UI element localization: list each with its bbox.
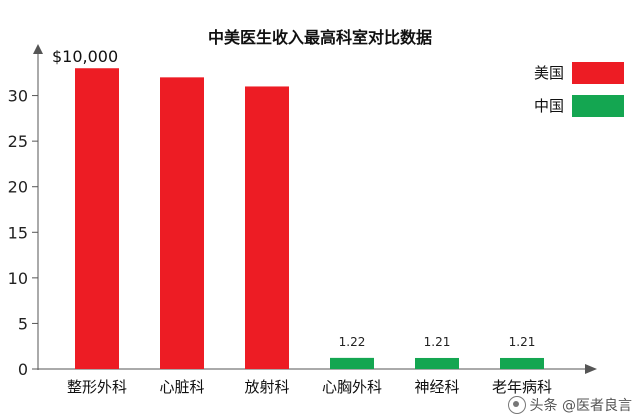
legend-swatch [572,62,624,84]
y-axis-arrow [33,44,43,54]
bar-usa [75,68,119,369]
category-label: 心胸外科 [322,378,382,396]
watermark: 头条 @医者良言 [507,395,632,415]
y-tick-label: 0 [18,360,28,379]
category-label: 整形外科 [67,378,127,396]
data-labels: 1.22 1.21 1.21 [339,335,536,349]
bar-usa [245,86,289,369]
chart-title: 中美医生收入最高科室对比数据 [208,28,432,47]
category-label: 老年病科 [492,378,552,396]
y-tick-label: 30 [8,87,28,106]
category-label: 放射科 [244,378,289,396]
y-tick-label: 25 [8,132,28,151]
y-tick-label: 10 [8,269,28,288]
data-label: 1.22 [339,335,366,349]
x-axis-arrow [585,364,597,374]
y-tick-label: 20 [8,178,28,197]
y-tick-label: 5 [18,314,28,333]
bar-china [500,357,544,369]
y-axis-unit-label: $10,000 [52,47,118,66]
category-label: 心脏科 [159,378,204,396]
category-labels: 整形外科 心脏科 放射科 心胸外科 神经科 老年病科 [67,378,552,396]
bar-usa [160,77,204,369]
legend-label: 美国 [534,64,564,82]
legend-label: 中国 [534,97,564,115]
bar-china [330,357,374,369]
category-label: 神经科 [414,378,459,396]
chart-axes [33,44,597,374]
y-tick-label: 15 [8,223,28,242]
y-ticks: 0 5 10 15 20 25 30 [8,87,38,379]
data-label: 1.21 [509,335,536,349]
bar-china [415,357,459,369]
toutiao-logo-icon [507,396,526,414]
watermark-text: 头条 @医者良言 [529,398,632,414]
data-label: 1.21 [424,335,451,349]
bars [75,68,544,369]
legend-swatch [572,95,624,117]
